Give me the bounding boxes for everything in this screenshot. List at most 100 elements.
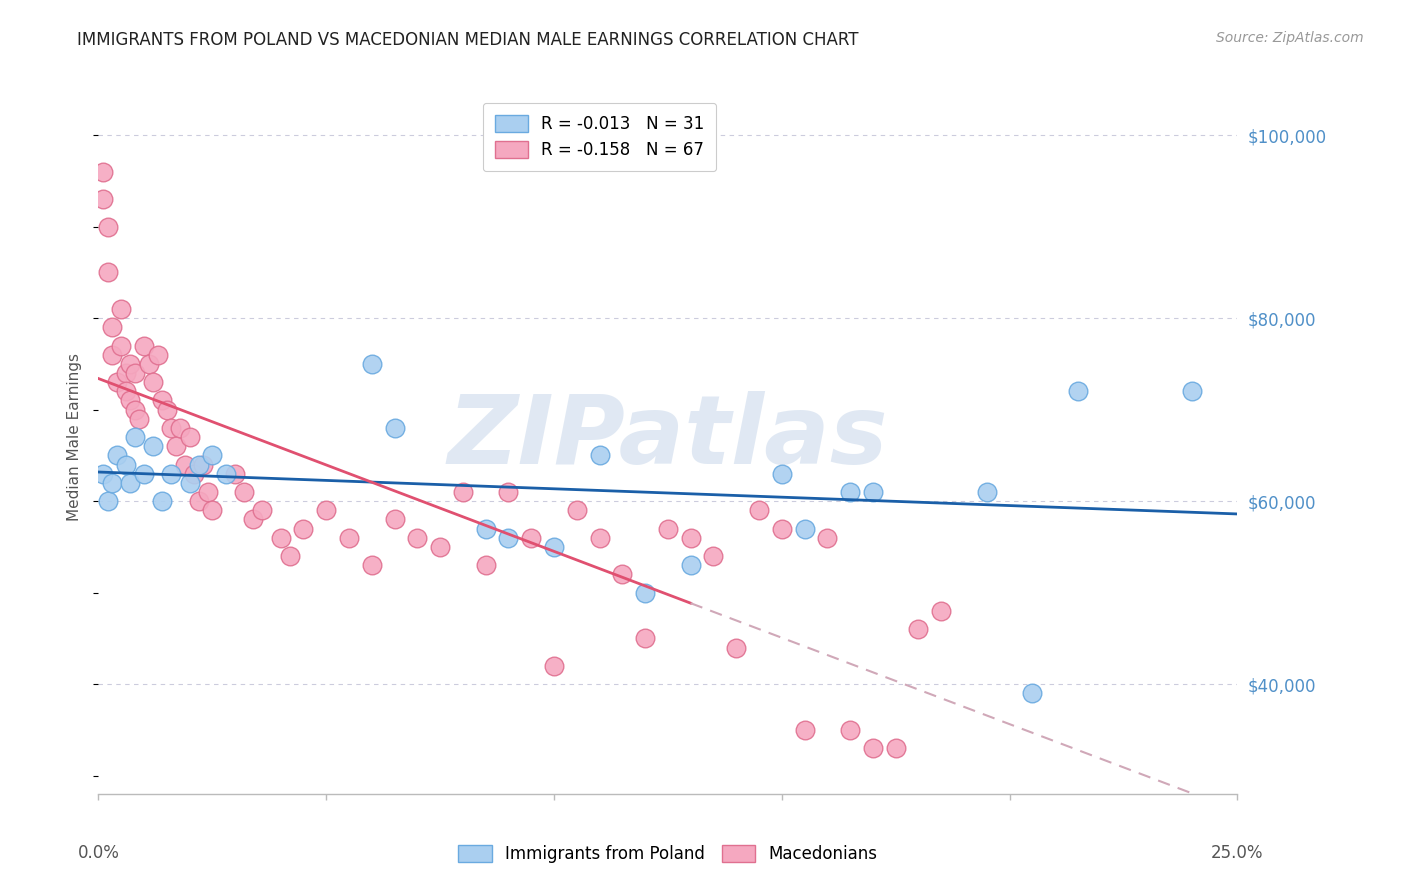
Point [292, 522, 315, 536]
Point [793, 522, 815, 536]
Point [252, 503, 274, 517]
Text: IMMIGRANTS FROM POLAND VS MACEDONIAN MEDIAN MALE EARNINGS CORRELATION CHART: IMMIGRANTS FROM POLAND VS MACEDONIAN MED… [77, 31, 859, 49]
Point [224, 467, 246, 481]
Point [114, 366, 136, 380]
Point [1067, 384, 1090, 399]
Legend: Immigrants from Poland, Macedonians: Immigrants from Poland, Macedonians [450, 837, 886, 871]
Point [884, 741, 907, 756]
Point [278, 549, 301, 563]
Point [242, 512, 264, 526]
Y-axis label: Median Male Earnings: Median Male Earnings [67, 353, 83, 521]
Point [128, 411, 150, 425]
Point [815, 531, 838, 545]
Point [132, 467, 155, 481]
Point [474, 522, 496, 536]
Point [360, 558, 382, 573]
Point [105, 375, 128, 389]
Point [588, 449, 610, 463]
Point [187, 494, 209, 508]
Point [451, 485, 474, 500]
Point [839, 723, 862, 737]
Point [96, 494, 118, 508]
Point [215, 467, 238, 481]
Point [110, 301, 132, 316]
Point [315, 503, 337, 517]
Point [474, 558, 496, 573]
Point [187, 458, 209, 472]
Point [406, 531, 429, 545]
Point [160, 421, 183, 435]
Point [174, 458, 197, 472]
Point [429, 540, 451, 554]
Point [91, 467, 114, 481]
Point [179, 430, 201, 444]
Point [725, 640, 748, 655]
Point [270, 531, 292, 545]
Point [156, 402, 179, 417]
Point [91, 165, 114, 179]
Point [193, 458, 215, 472]
Point [543, 540, 565, 554]
Point [498, 485, 520, 500]
Point [337, 531, 360, 545]
Point [907, 622, 929, 636]
Point [770, 467, 793, 481]
Point [929, 604, 952, 618]
Point [384, 421, 406, 435]
Point [150, 393, 173, 408]
Point [770, 522, 793, 536]
Point [179, 475, 201, 490]
Text: Source: ZipAtlas.com: Source: ZipAtlas.com [1216, 31, 1364, 45]
Point [101, 320, 124, 334]
Point [183, 467, 205, 481]
Point [862, 485, 884, 500]
Point [138, 357, 160, 371]
Point [132, 338, 155, 352]
Point [679, 558, 702, 573]
Point [150, 494, 173, 508]
Point [96, 265, 118, 279]
Text: 0.0%: 0.0% [77, 844, 120, 863]
Point [105, 449, 128, 463]
Point [101, 475, 124, 490]
Point [233, 485, 256, 500]
Point [165, 439, 187, 453]
Point [120, 393, 142, 408]
Point [1021, 686, 1043, 700]
Point [588, 531, 610, 545]
Point [197, 485, 219, 500]
Point [124, 402, 146, 417]
Point [146, 348, 169, 362]
Point [114, 384, 136, 399]
Point [1181, 384, 1204, 399]
Point [679, 531, 702, 545]
Point [101, 348, 124, 362]
Point [160, 467, 183, 481]
Point [124, 366, 146, 380]
Point [498, 531, 520, 545]
Point [634, 585, 657, 599]
Point [384, 512, 406, 526]
Point [91, 192, 114, 206]
Point [142, 375, 165, 389]
Point [110, 338, 132, 352]
Text: ZIPatlas: ZIPatlas [447, 391, 889, 483]
Point [114, 458, 136, 472]
Point [520, 531, 543, 545]
Text: 25.0%: 25.0% [1211, 844, 1264, 863]
Point [565, 503, 588, 517]
Point [839, 485, 862, 500]
Point [142, 439, 165, 453]
Point [96, 219, 118, 234]
Point [360, 357, 382, 371]
Point [612, 567, 634, 582]
Point [201, 449, 224, 463]
Point [793, 723, 815, 737]
Point [120, 475, 142, 490]
Point [657, 522, 679, 536]
Point [862, 741, 884, 756]
Point [634, 632, 657, 646]
Point [976, 485, 998, 500]
Point [543, 658, 565, 673]
Point [120, 357, 142, 371]
